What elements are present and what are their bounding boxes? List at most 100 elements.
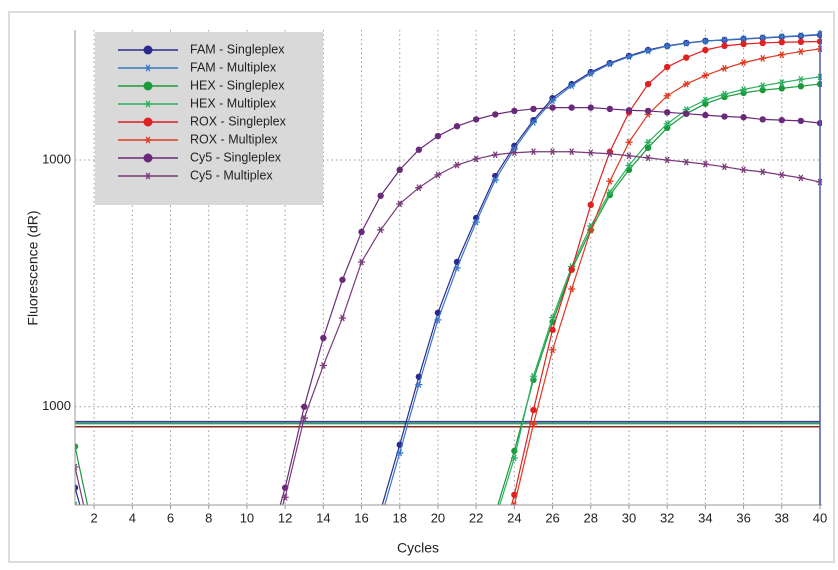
x-tick-label: 32: [660, 510, 674, 525]
x-tick-label: 14: [316, 510, 330, 525]
marker: [644, 144, 652, 152]
x-tick-label: 28: [584, 510, 598, 525]
legend-marker: [144, 136, 152, 144]
marker: [396, 449, 404, 457]
legend-marker: [143, 153, 153, 163]
marker: [434, 132, 442, 140]
marker: [663, 156, 671, 164]
marker: [281, 493, 289, 501]
marker: [797, 32, 805, 40]
marker: [529, 148, 538, 156]
marker: [606, 191, 614, 199]
marker: [778, 33, 786, 41]
marker: [587, 70, 595, 77]
marker: [644, 47, 652, 55]
legend-label: ROX - Singleplex: [190, 114, 287, 128]
marker: [510, 454, 518, 462]
marker: [568, 104, 575, 111]
marker: [625, 138, 633, 146]
marker: [778, 116, 785, 124]
x-tick-label: 30: [622, 510, 636, 525]
x-tick-label: 24: [507, 510, 521, 525]
x-tick-label: 38: [775, 510, 789, 525]
marker: [549, 326, 556, 334]
legend-label: FAM - Singleplex: [190, 42, 285, 56]
marker: [663, 42, 671, 50]
marker: [721, 42, 728, 50]
marker: [720, 163, 729, 171]
marker: [797, 117, 805, 125]
marker: [320, 334, 327, 342]
marker: [415, 381, 423, 389]
legend-label: ROX - Multiplex: [190, 132, 278, 146]
marker: [453, 123, 461, 130]
marker: [415, 184, 423, 192]
marker: [797, 75, 805, 83]
marker: [338, 314, 347, 322]
legend-marker: [144, 172, 152, 180]
x-tick-label: 2: [90, 510, 97, 525]
x-tick-label: 40: [813, 510, 827, 525]
marker: [759, 39, 766, 47]
marker: [568, 285, 576, 293]
x-tick-label: 12: [278, 510, 292, 525]
marker: [357, 258, 366, 266]
marker: [606, 150, 614, 158]
marker: [530, 105, 537, 113]
marker: [529, 420, 538, 428]
marker: [663, 109, 671, 116]
x-tick-label: 26: [545, 510, 559, 525]
marker: [529, 372, 538, 380]
x-tick-label: 34: [698, 510, 712, 525]
marker: [721, 93, 728, 101]
marker: [739, 86, 748, 93]
marker: [587, 201, 594, 209]
x-tick-label: 10: [240, 510, 254, 525]
marker: [492, 111, 499, 118]
marker: [568, 82, 576, 90]
series-line: [513, 48, 821, 505]
marker: [377, 192, 384, 199]
marker: [510, 149, 518, 157]
marker: [683, 54, 690, 61]
marker: [548, 314, 557, 321]
series-line: [510, 40, 821, 505]
marker: [644, 107, 652, 115]
marker: [415, 146, 423, 153]
marker: [797, 38, 805, 46]
marker: [739, 166, 748, 174]
marker: [721, 113, 728, 120]
marker: [778, 79, 786, 86]
legend-marker: [144, 100, 152, 108]
marker: [548, 148, 557, 156]
legend-marker: [143, 117, 153, 127]
marker: [606, 177, 614, 185]
x-tick-label: 16: [354, 510, 368, 525]
y-axis-label: Fluorescence (dR): [25, 210, 41, 325]
marker: [720, 64, 729, 72]
marker: [568, 148, 576, 156]
marker: [663, 120, 671, 128]
marker: [472, 116, 480, 123]
marker: [644, 80, 652, 88]
marker: [759, 34, 767, 42]
marker: [606, 188, 614, 196]
marker: [778, 51, 786, 59]
y-tick-label: 1000: [42, 151, 71, 166]
marker: [625, 107, 633, 114]
marker: [663, 92, 671, 100]
x-tick-label: 8: [205, 510, 212, 525]
marker: [358, 228, 365, 236]
marker: [683, 110, 690, 117]
marker: [319, 362, 327, 369]
x-tick-label: 4: [129, 510, 136, 525]
marker: [778, 39, 785, 46]
marker: [759, 82, 767, 90]
curves: [75, 30, 822, 505]
marker: [587, 226, 595, 234]
marker: [530, 406, 537, 414]
legend-label: Cy5 - Singleplex: [190, 150, 282, 164]
marker: [701, 37, 709, 45]
marker: [491, 151, 499, 159]
